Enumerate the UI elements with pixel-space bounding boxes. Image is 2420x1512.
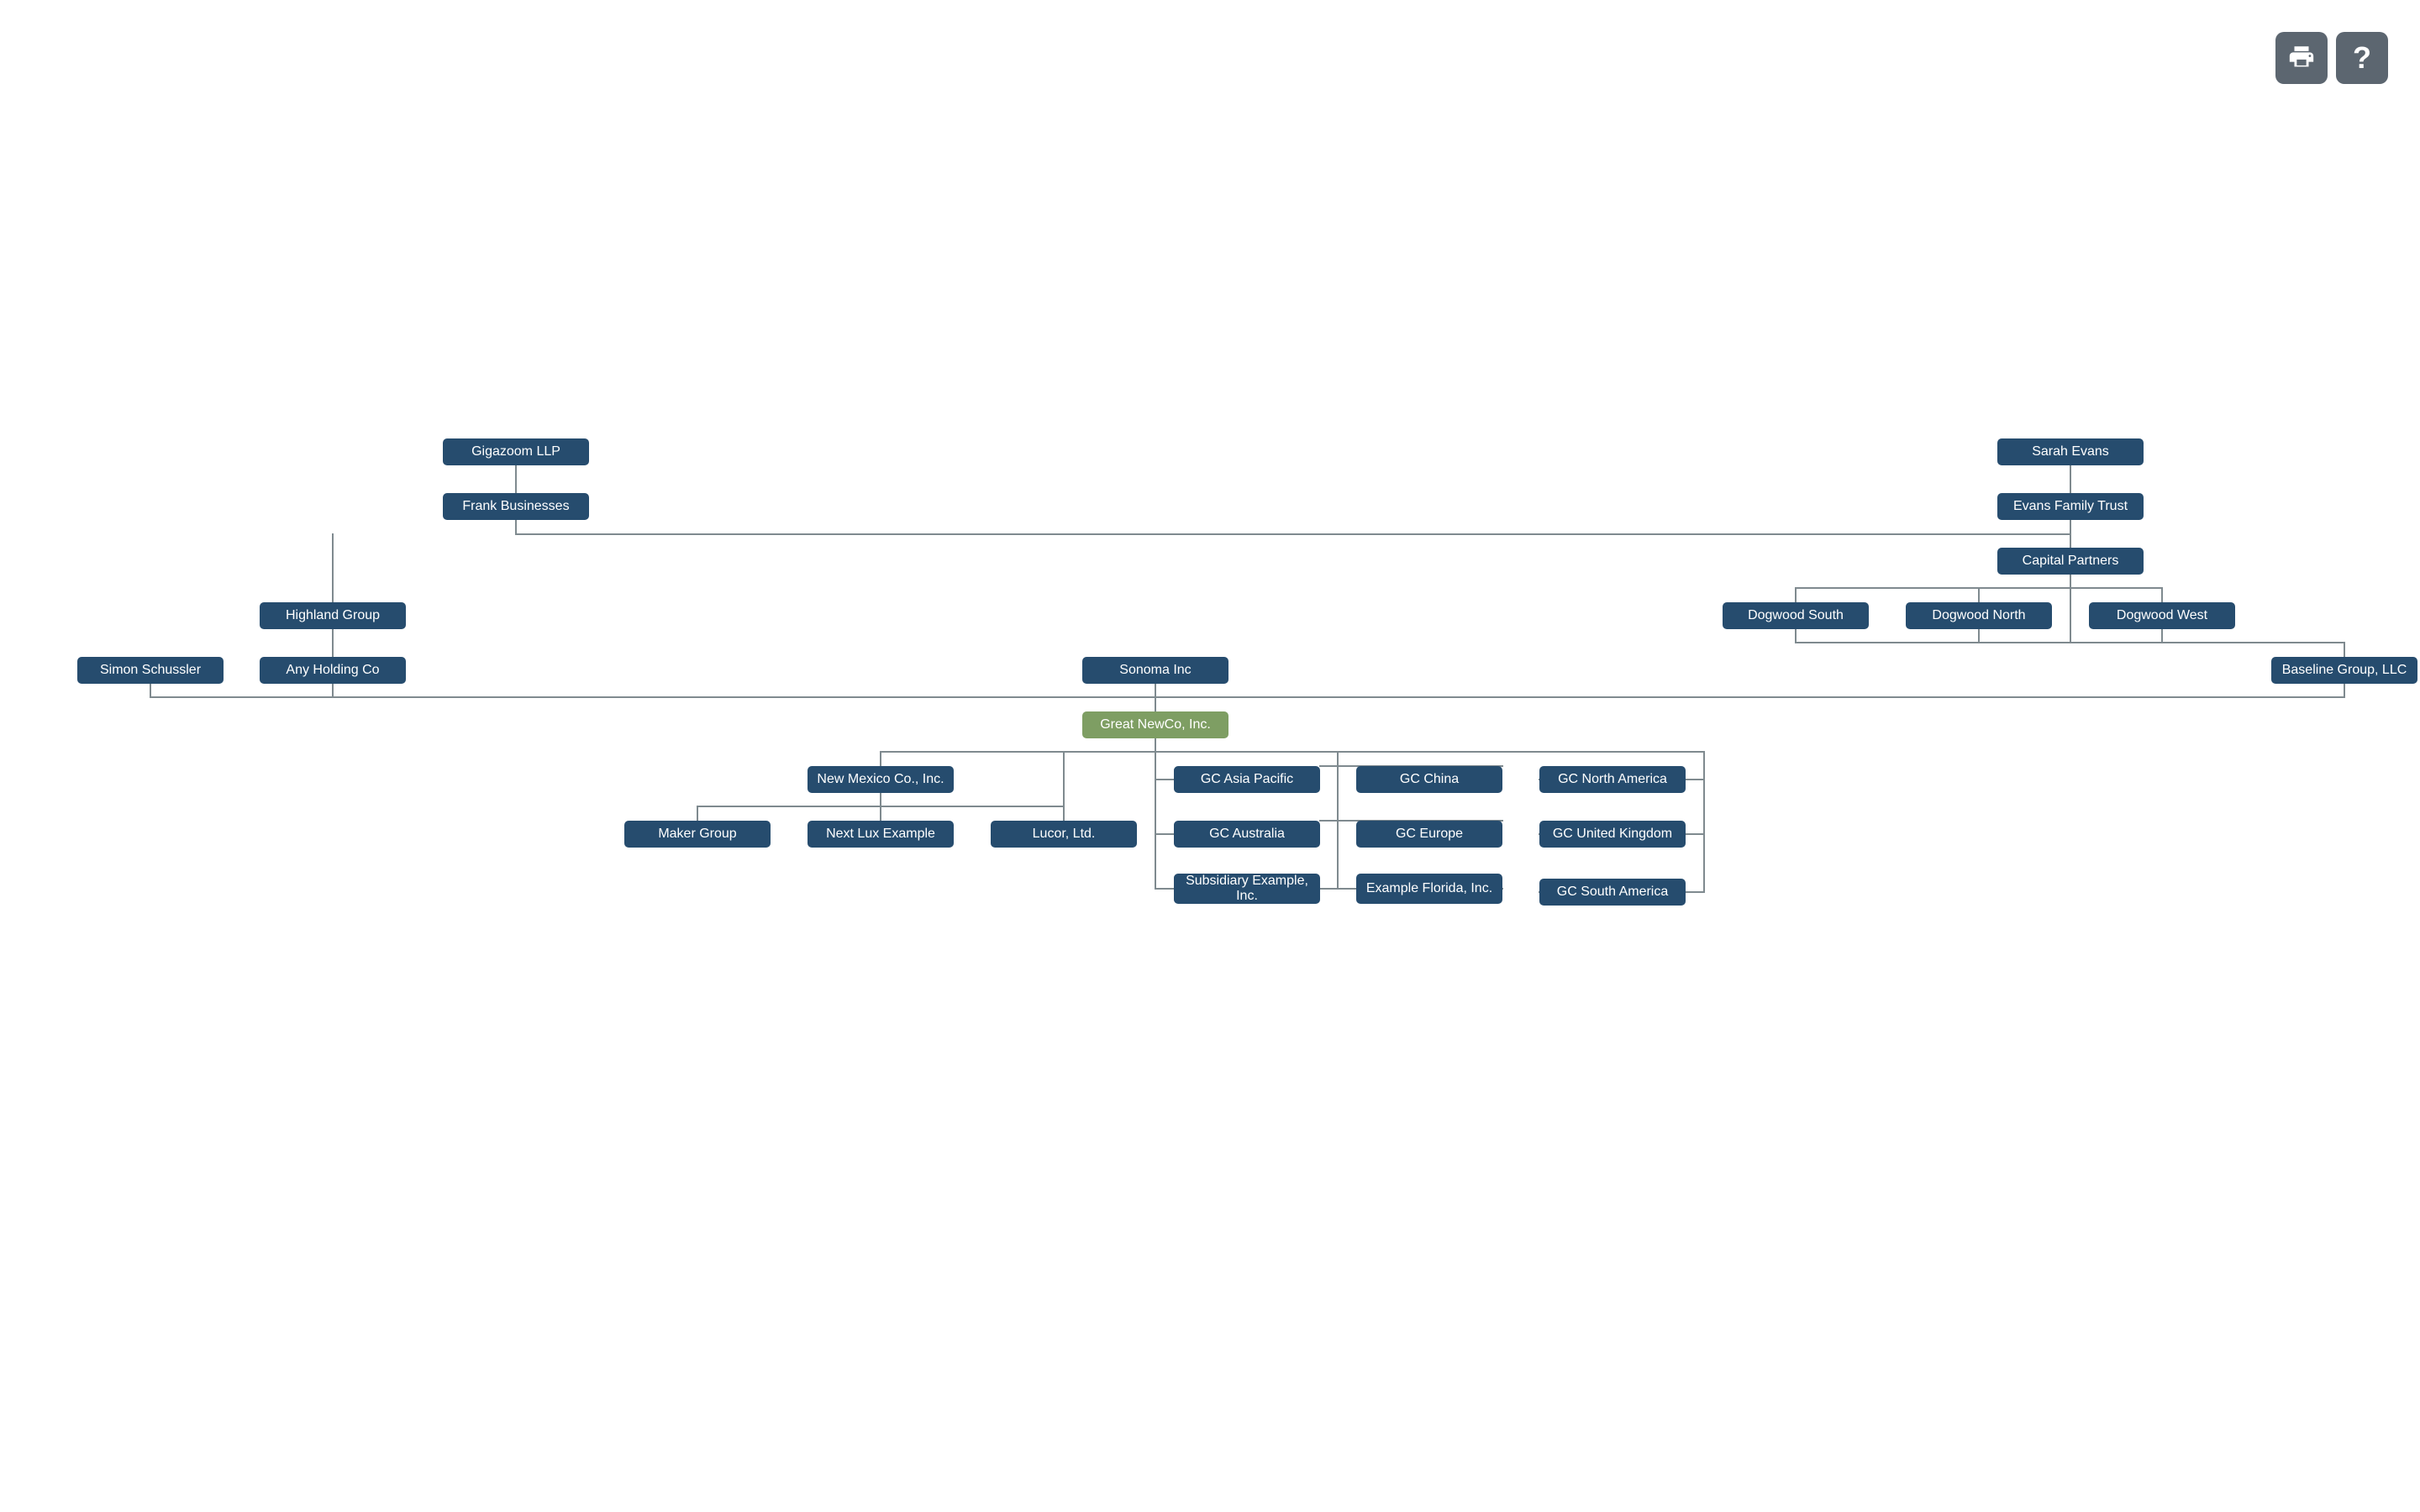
org-node-label: GC North America [1558,772,1667,787]
org-node-label: Dogwood South [1748,608,1844,623]
org-chart: Gigazoom LLP Frank Businesses Sarah Evans E… [0,0,2420,1512]
org-node-newmexico[interactable]: New Mexico Co., Inc. [808,766,954,793]
org-node-dog_south[interactable]: Dogwood South [1723,602,1869,629]
org-node-label: GC China [1400,772,1459,787]
org-node-label: Frank Businesses [462,499,569,514]
org-node-gc_australia[interactable]: GC Australia [1174,821,1320,848]
org-node-simon[interactable]: Simon Schussler [77,657,224,684]
org-node-sarah[interactable]: Sarah Evans [1997,438,2144,465]
org-node-dog_west[interactable]: Dogwood West [2089,602,2235,629]
org-node-label: Subsidiary Example, Inc. [1181,874,1313,905]
org-node-label: GC Australia [1209,827,1285,842]
org-node-label: Example Florida, Inc. [1366,881,1492,896]
org-node-label: Lucor, Ltd. [1033,827,1096,842]
org-node-capital[interactable]: Capital Partners [1997,548,2144,575]
org-node-label: Highland Group [286,608,380,623]
org-node-maker[interactable]: Maker Group [624,821,771,848]
org-node-label: Any Holding Co [286,663,379,678]
org-node-gc_namerica[interactable]: GC North America [1539,766,1686,793]
org-node-gigazoom[interactable]: Gigazoom LLP [443,438,589,465]
org-node-evans_trust[interactable]: Evans Family Trust [1997,493,2144,520]
org-node-sonoma[interactable]: Sonoma Inc [1082,657,1228,684]
org-node-label: Baseline Group, LLC [2282,663,2407,678]
org-node-subsidiary[interactable]: Subsidiary Example, Inc. [1174,874,1320,904]
org-node-label: GC United Kingdom [1553,827,1672,842]
org-node-label: GC South America [1557,885,1669,900]
org-node-label: Simon Schussler [100,663,201,678]
org-node-lucor[interactable]: Lucor, Ltd. [991,821,1137,848]
org-node-frank[interactable]: Frank Businesses [443,493,589,520]
org-node-baseline[interactable]: Baseline Group, LLC [2271,657,2417,684]
org-node-gc_asiapac[interactable]: GC Asia Pacific [1174,766,1320,793]
org-node-label: GC Europe [1396,827,1463,842]
org-chart-edges [0,0,2420,1512]
org-node-exflorida[interactable]: Example Florida, Inc. [1356,874,1502,904]
org-node-highland[interactable]: Highland Group [260,602,406,629]
org-node-gc_uk[interactable]: GC United Kingdom [1539,821,1686,848]
org-node-label: GC Asia Pacific [1201,772,1293,787]
org-node-label: Maker Group [658,827,736,842]
org-node-label: Capital Partners [2023,554,2119,569]
org-node-label: Evans Family Trust [2013,499,2128,514]
org-node-greatnewco[interactable]: Great NewCo, Inc. [1082,711,1228,738]
org-node-label: Dogwood North [1932,608,2025,623]
org-node-label: Next Lux Example [826,827,935,842]
org-node-nextlux[interactable]: Next Lux Example [808,821,954,848]
org-node-label: Dogwood West [2117,608,2207,623]
org-node-label: New Mexico Co., Inc. [817,772,944,787]
org-node-label: Great NewCo, Inc. [1100,717,1211,732]
org-node-gc_samerica[interactable]: GC South America [1539,879,1686,906]
org-node-gc_china[interactable]: GC China [1356,766,1502,793]
org-node-anyholding[interactable]: Any Holding Co [260,657,406,684]
org-node-gc_europe[interactable]: GC Europe [1356,821,1502,848]
org-node-label: Sonoma Inc [1119,663,1191,678]
org-node-dog_north[interactable]: Dogwood North [1906,602,2052,629]
org-node-label: Gigazoom LLP [471,444,560,459]
org-node-label: Sarah Evans [2032,444,2109,459]
